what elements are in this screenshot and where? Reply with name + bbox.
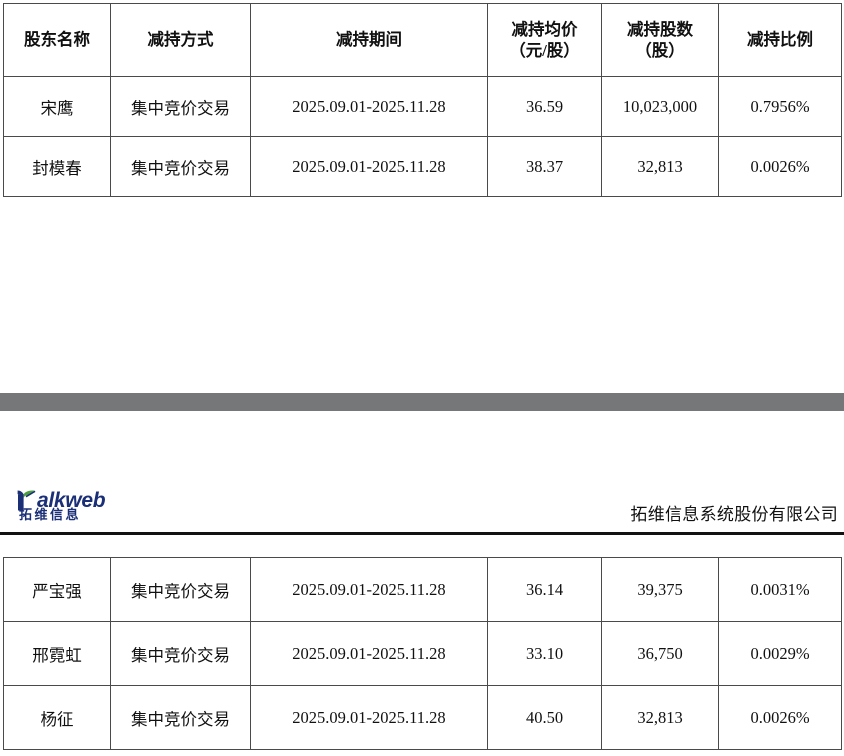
cell-shareholder: 邢霓虹 <box>3 621 111 686</box>
cell-shares: 32,813 <box>601 685 719 750</box>
page-separator-bar <box>0 393 844 411</box>
column-header-average-price-line1: 减持均价 <box>511 19 578 39</box>
column-header-share-count: 减持股数 （股） <box>601 3 719 77</box>
cell-method: 集中竞价交易 <box>110 685 251 750</box>
table-row: 邢霓虹 集中竞价交易 2025.09.01-2025.11.28 33.10 3… <box>3 621 842 686</box>
cell-shares: 10,023,000 <box>601 76 719 137</box>
brand-subtitle: 拓维信息 <box>19 508 82 523</box>
table-row: 严宝强 集中竞价交易 2025.09.01-2025.11.28 36.14 3… <box>3 557 842 622</box>
cell-shares: 36,750 <box>601 621 719 686</box>
cell-shareholder: 宋鹰 <box>3 76 111 137</box>
cell-shareholder: 封模春 <box>3 136 111 197</box>
cell-price: 33.10 <box>487 621 602 686</box>
cell-period: 2025.09.01-2025.11.28 <box>250 621 488 686</box>
brand-wordmark-text: alkweb <box>37 489 106 512</box>
cell-price: 36.14 <box>487 557 602 622</box>
cell-method: 集中竞价交易 <box>110 76 251 137</box>
cell-period: 2025.09.01-2025.11.28 <box>250 685 488 750</box>
cell-ratio: 0.0026% <box>718 136 842 197</box>
company-name: 拓维信息系统股份有限公司 <box>630 505 838 525</box>
cell-price: 40.50 <box>487 685 602 750</box>
cell-period: 2025.09.01-2025.11.28 <box>250 557 488 622</box>
letterhead: alkweb 拓维信息 拓维信息系统股份有限公司 <box>0 470 844 536</box>
brand-logo: alkweb 拓维信息 <box>8 478 158 526</box>
table-body-top: 宋鹰 集中竞价交易 2025.09.01-2025.11.28 36.59 10… <box>3 76 842 197</box>
cell-shares: 39,375 <box>601 557 719 622</box>
table-row: 宋鹰 集中竞价交易 2025.09.01-2025.11.28 36.59 10… <box>3 76 842 137</box>
share-reduction-table-top: 股东名称 减持方式 减持期间 减持均价 （元/股） 减持股数 （股） 减持比例 … <box>3 3 842 197</box>
cell-ratio: 0.7956% <box>718 76 842 137</box>
column-header-ratio: 减持比例 <box>718 3 842 77</box>
cell-period: 2025.09.01-2025.11.28 <box>250 136 488 197</box>
cell-ratio: 0.0031% <box>718 557 842 622</box>
column-header-period: 减持期间 <box>250 3 488 77</box>
cell-method: 集中竞价交易 <box>110 621 251 686</box>
cell-shareholder: 杨征 <box>3 685 111 750</box>
table-header-row: 股东名称 减持方式 减持期间 减持均价 （元/股） 减持股数 （股） 减持比例 <box>3 3 842 77</box>
table-body-bottom: 严宝强 集中竞价交易 2025.09.01-2025.11.28 36.14 3… <box>3 557 842 750</box>
table-row: 杨征 集中竞价交易 2025.09.01-2025.11.28 40.50 32… <box>3 685 842 750</box>
share-reduction-table-bottom: 严宝强 集中竞价交易 2025.09.01-2025.11.28 36.14 3… <box>3 557 842 750</box>
table-row: 封模春 集中竞价交易 2025.09.01-2025.11.28 38.37 3… <box>3 136 842 197</box>
column-header-share-count-line2: （股） <box>635 41 685 60</box>
talkweb-t-mark-icon <box>17 490 36 511</box>
top-table-section: 股东名称 减持方式 减持期间 减持均价 （元/股） 减持股数 （股） 减持比例 … <box>0 3 844 197</box>
column-header-average-price: 减持均价 （元/股） <box>487 3 602 77</box>
column-header-method: 减持方式 <box>110 3 251 77</box>
column-header-average-price-line2: （元/股） <box>509 41 580 60</box>
brand-wordmark: alkweb <box>17 487 106 512</box>
column-header-shareholder: 股东名称 <box>3 3 111 77</box>
cell-shareholder: 严宝强 <box>3 557 111 622</box>
cell-price: 36.59 <box>487 76 602 137</box>
column-header-share-count-line1: 减持股数 <box>627 19 693 39</box>
cell-ratio: 0.0026% <box>718 685 842 750</box>
letterhead-divider <box>0 532 844 535</box>
bottom-table-section: 严宝强 集中竞价交易 2025.09.01-2025.11.28 36.14 3… <box>0 557 844 750</box>
cell-ratio: 0.0029% <box>718 621 842 686</box>
cell-shares: 32,813 <box>601 136 719 197</box>
table-header: 股东名称 减持方式 减持期间 减持均价 （元/股） 减持股数 （股） 减持比例 <box>3 3 842 77</box>
cell-price: 38.37 <box>487 136 602 197</box>
cell-method: 集中竞价交易 <box>110 557 251 622</box>
cell-period: 2025.09.01-2025.11.28 <box>250 76 488 137</box>
cell-method: 集中竞价交易 <box>110 136 251 197</box>
